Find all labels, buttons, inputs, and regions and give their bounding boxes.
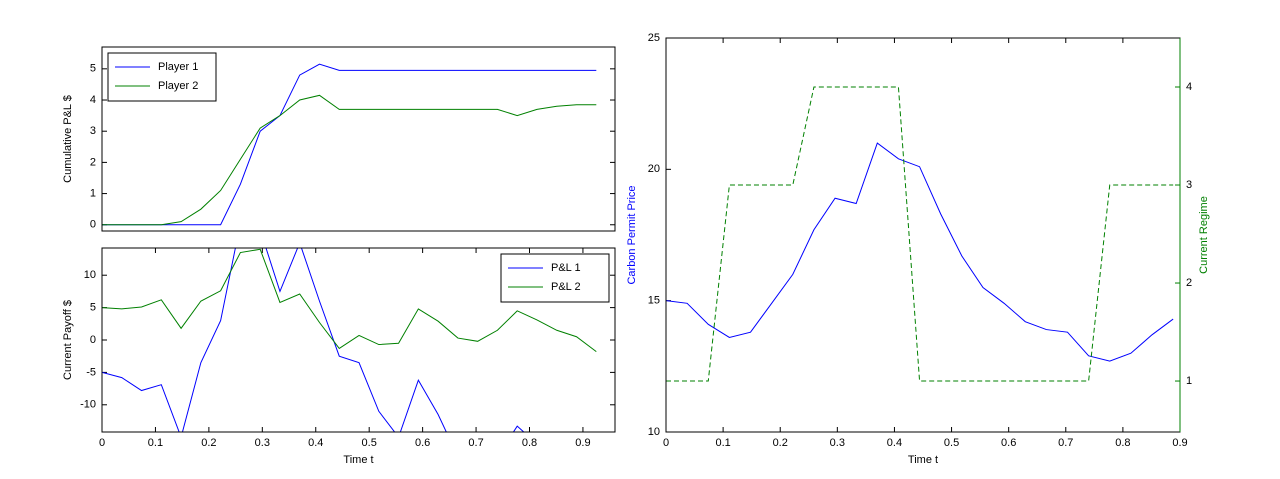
axes-frame [101, 46, 616, 232]
axes: 0 0.1 0.2 0.3 0.4 0.5 0.6 0.7 0.8 0.9 -10 -5 0 5 10 Tim… [62, 247, 616, 466]
x-tick-label: 0.2 [201, 437, 216, 449]
legend-label: P&L 2 [551, 281, 581, 293]
y-tick-label: 0 [90, 334, 96, 346]
x-tick-label: 0.8 [1115, 437, 1130, 449]
x-tick-label: 0.1 [715, 437, 730, 449]
axes: 0 0.1 0.2 0.3 0.4 0.5 0.6 0.7 0.8 0.9 10 15 20 25 1 2 3 4… [626, 32, 1210, 466]
legend-label: P&L 1 [551, 262, 581, 274]
x-tick-label: 0 [663, 437, 669, 449]
y-tick-label: 20 [648, 163, 660, 175]
legend-box [500, 253, 610, 303]
legend-label: Player 1 [158, 61, 198, 73]
y-axis-label: Cumulative P&L $ [62, 95, 74, 183]
x-tick-label: 0.3 [255, 437, 270, 449]
x-tick-label: 0.9 [575, 437, 590, 449]
x-tick-label: 0.7 [1058, 437, 1073, 449]
series-line [102, 94, 597, 226]
y-tick-label: 5 [90, 63, 96, 75]
series-line [666, 142, 1174, 362]
x-tick-label: 0.6 [415, 437, 430, 449]
x-tick-label: 0.6 [1001, 437, 1016, 449]
y2-axis-label: Current Regime [1198, 196, 1210, 274]
y-tick-label: 10 [648, 426, 660, 438]
x-tick-label: 0.1 [148, 437, 163, 449]
x-tick-label: 0.3 [830, 437, 845, 449]
legend-box [107, 52, 217, 102]
y-tick-label: 0 [90, 219, 96, 231]
x-tick-label: 0.8 [522, 437, 537, 449]
x-tick-label: 0.4 [308, 437, 323, 449]
y2-tick-label: 2 [1186, 277, 1192, 289]
series-line [102, 63, 597, 226]
y-tick-label: 25 [648, 32, 660, 44]
x-tick-label: 0 [99, 437, 105, 449]
y2-tick-label: 4 [1186, 81, 1192, 93]
y-axis-label: Current Payoff $ [62, 300, 74, 380]
y2-tick-label: 3 [1186, 179, 1192, 191]
y-tick-label: 4 [90, 94, 96, 106]
x-tick-label: 0.5 [944, 437, 959, 449]
x-axis-label: Time t [908, 454, 938, 466]
y-tick-label: -5 [86, 366, 96, 378]
y-tick-label: 15 [648, 295, 660, 307]
y-tick-label: 3 [90, 125, 96, 137]
x-tick-label: 0.4 [887, 437, 902, 449]
x-tick-label: 0.2 [773, 437, 788, 449]
series-line [102, 248, 597, 353]
y-tick-label: 10 [84, 269, 96, 281]
y2-tick-label: 1 [1186, 375, 1192, 387]
y-tick-label: 1 [90, 187, 96, 199]
y-tick-label: 5 [90, 302, 96, 314]
axes-frame [101, 247, 616, 433]
series-line [102, 248, 525, 432]
x-axis-label: Time t [343, 454, 373, 466]
plot-area [666, 38, 1180, 432]
x-tick-label: 0.7 [468, 437, 483, 449]
legend-label: Player 2 [158, 80, 198, 92]
y-tick-label: -10 [80, 399, 96, 411]
x-tick-label: 0.5 [362, 437, 377, 449]
axes: 0 1 2 3 4 5 Cumulative P&L $ Player 1 Player 2 [62, 46, 616, 232]
x-tick-label: 0.9 [1172, 437, 1187, 449]
y-tick-label: 2 [90, 156, 96, 168]
y-axis-label: Carbon Permit Price [626, 185, 638, 284]
series-line [666, 86, 1174, 382]
